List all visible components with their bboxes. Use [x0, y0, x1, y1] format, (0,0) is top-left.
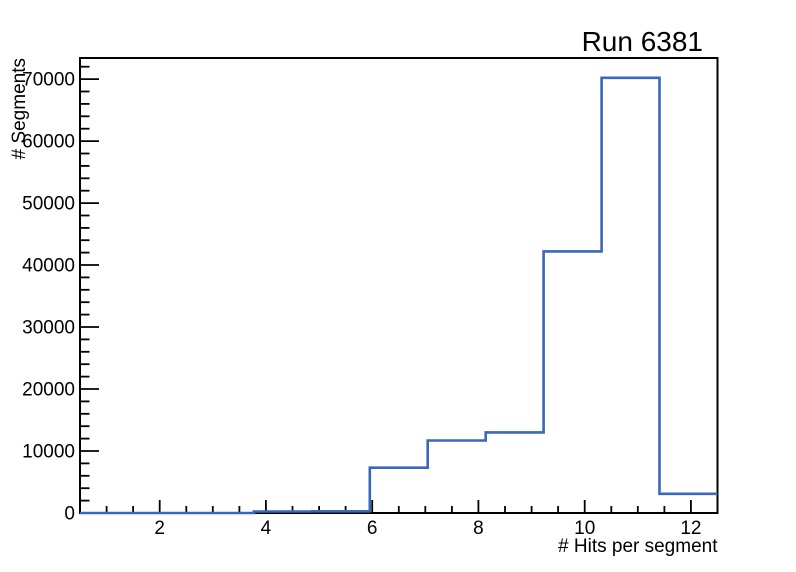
y-tick-label: 10000 [22, 442, 75, 463]
x-tick-label: 4 [261, 518, 272, 539]
y-axis-title: # Segments [9, 58, 30, 159]
plot-frame [79, 57, 719, 514]
y-tick-label: 0 [64, 504, 75, 525]
x-tick-label: 12 [680, 518, 701, 539]
plot-title: Run 6381 [582, 26, 703, 57]
x-axis-ticks: 2 4 6 8 10 12 [105, 500, 701, 539]
y-tick-label: 60000 [22, 132, 75, 153]
y-tick-label: 30000 [22, 318, 75, 339]
y-tick-label: 20000 [22, 380, 75, 401]
y-tick-label: 70000 [22, 70, 75, 91]
x-tick-label: 8 [473, 518, 484, 539]
y-tick-label: 50000 [22, 194, 75, 215]
histogram-line [80, 76, 718, 515]
y-axis-ticks: 0 10000 20000 30000 40000 50000 60000 70000 [22, 65, 99, 525]
x-tick-label: 6 [367, 518, 378, 539]
x-tick-label: 2 [154, 518, 165, 539]
y-tick-label: 40000 [22, 256, 75, 277]
x-axis-title: # Hits per segment [558, 536, 718, 557]
x-tick-label: 10 [574, 518, 595, 539]
